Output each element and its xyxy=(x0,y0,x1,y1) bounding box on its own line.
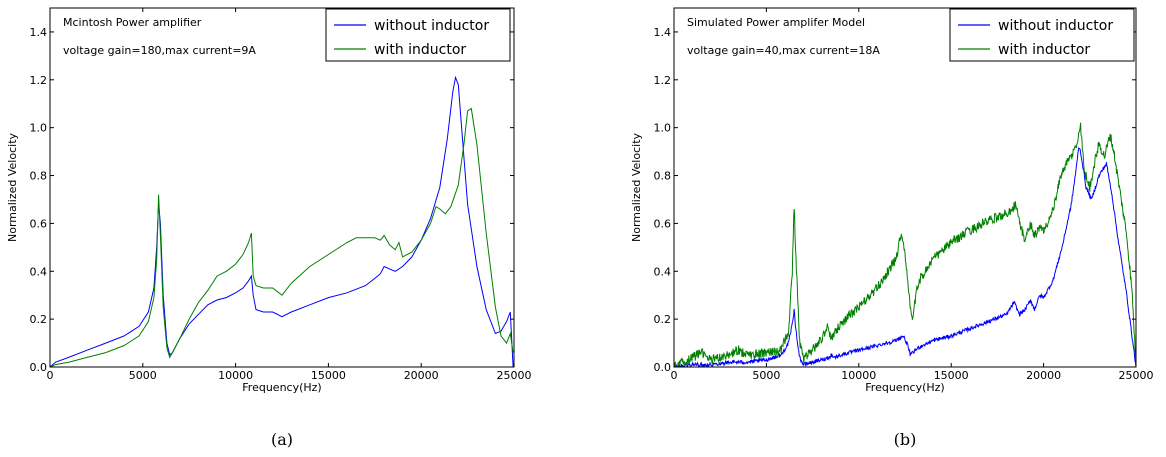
annotation-text: Simulated Power amplifer Model xyxy=(687,16,865,29)
legend-box xyxy=(325,8,511,62)
legend-entry: with inductor xyxy=(374,42,466,58)
annotation-text: voltage gain=180,max current=9A xyxy=(63,44,256,57)
annotation-text: Mcintosh Power amplifier xyxy=(63,16,202,29)
y-tick-label: 0.4 xyxy=(30,265,48,278)
legend: without inductor with inductor xyxy=(949,8,1135,62)
legend: without inductor with inductor xyxy=(325,8,511,62)
y-tick-label: 0.0 xyxy=(654,361,672,374)
chart-a: 0 5000 10000 15000 20000 25000 0.0 0.2 0.4 0.6 0.8… xyxy=(6,7,532,449)
x-axis-label: Frequency(Hz) xyxy=(242,381,321,394)
legend-entry: without inductor xyxy=(374,18,489,34)
plot-frame xyxy=(49,7,515,368)
x-tick-label: 15000 xyxy=(934,369,969,382)
chart-b: 0 5000 10000 15000 20000 25000 0.0 0.2 0.4 0.6 0.8… xyxy=(630,7,1154,449)
series-line-with-inductor xyxy=(674,122,1136,367)
y-tick-label: 0.4 xyxy=(654,265,672,278)
y-tick-label: 0.8 xyxy=(30,170,48,183)
x-tick-label: 0 xyxy=(671,369,678,382)
y-tick-label: 0.8 xyxy=(654,170,672,183)
x-tick-label: 20000 xyxy=(404,369,439,382)
plot-frame xyxy=(673,7,1137,368)
y-tick-label: 1.4 xyxy=(30,26,48,39)
y-axis-label: Normalized Velocity xyxy=(630,132,643,242)
y-tick-label: 0.2 xyxy=(30,313,48,326)
x-tick-label: 0 xyxy=(47,369,54,382)
x-tick-label: 10000 xyxy=(218,369,253,382)
annotation-text: voltage gain=40,max current=18A xyxy=(687,44,880,57)
series-line-without-inductor xyxy=(50,75,514,367)
x-axis-label: Frequency(Hz) xyxy=(865,381,944,394)
y-tick-label: 0.6 xyxy=(654,217,672,230)
y-tick-label: 1.0 xyxy=(654,122,672,135)
y-tick-label: 1.2 xyxy=(30,74,48,87)
x-tick-label: 10000 xyxy=(841,369,876,382)
legend-entry: with inductor xyxy=(998,42,1090,58)
legend-box xyxy=(949,8,1135,62)
y-tick-label: 1.0 xyxy=(30,122,48,135)
subfigure-caption: (a) xyxy=(271,430,293,449)
x-tick-label: 25000 xyxy=(1119,369,1154,382)
x-tick-label: 5000 xyxy=(752,369,780,382)
legend-entry: without inductor xyxy=(998,18,1113,34)
y-axis-label: Normalized Velocity xyxy=(6,132,19,242)
y-tick-label: 0.2 xyxy=(654,313,672,326)
subfigure-caption: (b) xyxy=(894,430,917,449)
y-tick-label: 1.4 xyxy=(654,26,672,39)
y-tick-label: 1.2 xyxy=(654,74,672,87)
x-tick-label: 25000 xyxy=(497,369,532,382)
y-tick-label: 0.0 xyxy=(30,361,48,374)
x-tick-label: 20000 xyxy=(1026,369,1061,382)
x-tick-label: 15000 xyxy=(311,369,346,382)
y-tick-label: 0.6 xyxy=(30,217,48,230)
x-tick-label: 5000 xyxy=(129,369,157,382)
series-line-without-inductor xyxy=(674,147,1136,367)
series-line-with-inductor xyxy=(50,107,514,367)
